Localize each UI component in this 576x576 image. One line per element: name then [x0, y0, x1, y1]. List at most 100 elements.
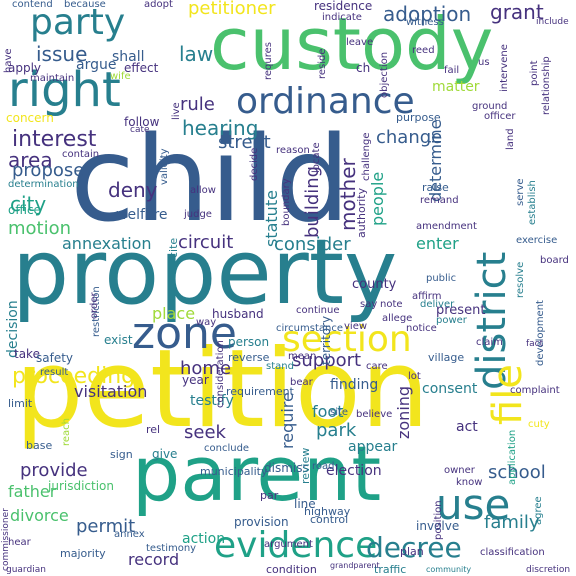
word-consideration: consideration: [215, 340, 226, 408]
word-law: law: [179, 42, 214, 66]
word-reach: reach: [61, 417, 72, 446]
word-sign: sign: [110, 448, 133, 461]
word-cite: cite: [167, 237, 180, 258]
word-provide: provide: [20, 460, 88, 481]
word-grandparent: grandparent: [330, 561, 380, 570]
word-party: party: [30, 2, 126, 43]
word-zoning: zoning: [394, 385, 413, 439]
word-owner: owner: [444, 465, 475, 476]
word-line: line: [294, 497, 316, 511]
word-statute: statute: [262, 190, 281, 247]
word-review: review: [299, 447, 312, 484]
word-boundary: boundary: [281, 178, 292, 226]
word-cuty: cuty: [528, 419, 550, 430]
word-guardian: guardian: [6, 565, 46, 575]
word-child: child: [70, 110, 351, 248]
word-validity: validity: [159, 148, 170, 185]
word-mean: mean: [288, 351, 317, 362]
word-road: road: [312, 461, 335, 472]
word-year: year: [182, 373, 209, 387]
word-rule: rule: [180, 94, 215, 115]
word-adoption: adoption: [383, 2, 472, 26]
word-ordinance: ordinance: [236, 81, 415, 122]
word-classification: classification: [480, 547, 545, 558]
word-requres: requres: [263, 42, 274, 80]
word-section: section: [282, 319, 412, 360]
word-parent: parent: [132, 429, 382, 518]
word-testimony: testimony: [146, 543, 197, 554]
word-agree: agree: [533, 496, 544, 525]
word-purpose: purpose: [396, 111, 441, 124]
word-jurisdiction: jurisdiction: [48, 479, 114, 493]
word-testify: testify: [190, 393, 234, 409]
word-circuit: circuit: [178, 232, 234, 253]
word-involve: involve: [416, 519, 460, 533]
word-action: action: [182, 531, 226, 547]
word-hear: hear: [8, 537, 31, 548]
word-appear: appear: [348, 439, 398, 455]
word-authority: authority: [355, 187, 368, 238]
word-custody: custody: [210, 2, 494, 86]
word-highway: highway: [304, 505, 351, 518]
word-land: land: [505, 128, 516, 150]
word-propose: propose: [12, 160, 85, 181]
word-development: development: [535, 300, 546, 366]
word-way: way: [196, 317, 217, 328]
word-ch: ch: [356, 61, 371, 75]
word-require: require: [278, 392, 297, 449]
word-permit: permit: [76, 516, 136, 537]
word-continue: continue: [296, 305, 340, 316]
word-base: base: [26, 439, 53, 452]
word-act: act: [456, 419, 478, 435]
word-interest: interest: [12, 127, 97, 152]
word-city: city: [10, 192, 47, 216]
word-officer: officer: [484, 111, 516, 122]
word-contain: contain: [62, 149, 100, 160]
word-petitioner: petitioner: [188, 0, 276, 19]
word-reverse: reverse: [228, 351, 270, 364]
word-people: people: [368, 171, 387, 226]
word-know: know: [456, 477, 483, 488]
word-remand: remand: [420, 195, 459, 206]
word-annex: annex: [114, 529, 145, 540]
word-street: street: [218, 132, 271, 153]
word-leave: leave: [346, 37, 374, 48]
word-support: support: [292, 350, 362, 371]
word-include: include: [536, 17, 569, 27]
word-order: order: [89, 292, 100, 319]
word-say: say: [360, 299, 378, 310]
word-family: family: [484, 512, 540, 533]
word-majority: majority: [60, 547, 106, 560]
word-discretion: discretion: [526, 565, 571, 575]
word-control: control: [310, 513, 349, 526]
word-proceeding: proceeding: [12, 364, 136, 389]
word-finding: finding: [330, 377, 379, 393]
word-decide: decide: [249, 147, 260, 181]
word-complaint: complaint: [510, 385, 560, 396]
word-amendment: amendment: [416, 221, 477, 232]
word-building: building: [302, 165, 323, 238]
word-result: result: [40, 367, 69, 378]
word-stand: stand: [266, 361, 294, 372]
word-municipality: municipality: [200, 465, 268, 478]
word-ground: ground: [472, 101, 508, 112]
word-welfare: welfare: [116, 207, 168, 223]
word-shall: shall: [112, 49, 145, 65]
word-cate: cate: [130, 125, 150, 135]
word-note: note: [380, 299, 403, 310]
word-divorce: divorce: [10, 506, 69, 525]
word-maintain: maintain: [30, 73, 75, 84]
word-adopt: adopt: [144, 0, 173, 10]
word-believe: believe: [356, 409, 393, 420]
word-have: have: [3, 48, 14, 73]
word-enter: enter: [416, 234, 459, 253]
word-motion: motion: [8, 218, 72, 239]
word-visitation: visitation: [74, 382, 148, 401]
word-argue: argue: [76, 57, 117, 73]
word-park: park: [316, 420, 357, 441]
word-notice: notice: [406, 323, 437, 334]
word-county: county: [352, 277, 397, 292]
word-village: village: [428, 351, 465, 364]
word-area: area: [8, 148, 53, 172]
word-raise: raise: [422, 181, 449, 194]
